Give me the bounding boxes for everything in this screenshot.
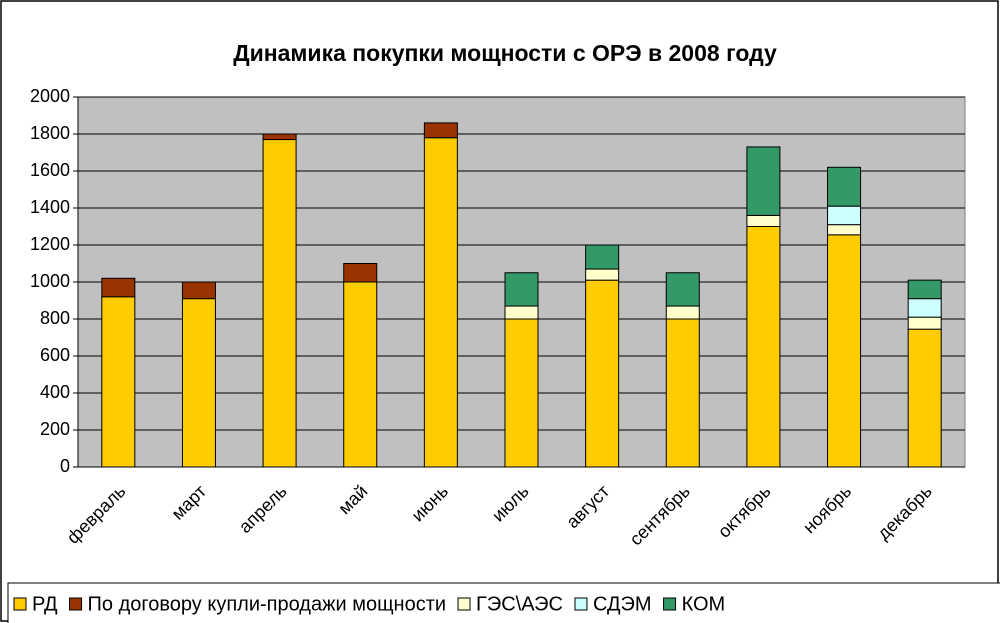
bar-segment	[827, 224, 862, 236]
bar-segment	[423, 137, 458, 468]
y-tick-label: 400	[40, 382, 70, 402]
bar-segment	[665, 318, 700, 468]
y-tick-label: 1800	[30, 123, 70, 143]
y-tick-label: 1000	[30, 271, 70, 291]
bar-segment	[907, 298, 942, 318]
bar-segment	[181, 298, 216, 468]
chart-title: Динамика покупки мощности с ОРЭ в 2008 г…	[233, 40, 777, 66]
bar-segment	[423, 122, 458, 139]
bar-segment	[746, 226, 781, 468]
y-tick-label: 2000	[30, 86, 70, 106]
legend-swatch	[457, 597, 471, 611]
bar-segment	[181, 281, 216, 300]
bar-segment	[504, 305, 539, 320]
y-tick-label: 1600	[30, 160, 70, 180]
y-tick-label: 1400	[30, 197, 70, 217]
legend-label: По договору купли-продажи мощности	[88, 593, 446, 615]
y-tick-label: 800	[40, 308, 70, 328]
bar-segment	[262, 139, 297, 468]
legend-label: РД	[32, 593, 58, 615]
bar-segment	[827, 205, 862, 226]
bar-segment	[746, 214, 781, 227]
bar-segment	[585, 244, 620, 270]
bar-segment	[827, 234, 862, 468]
bar-segment	[665, 272, 700, 307]
legend-swatch	[663, 597, 677, 611]
bar-segment	[907, 316, 942, 330]
legend-label: КОМ	[682, 593, 726, 615]
bar-segment	[101, 296, 136, 468]
y-tick-label: 1200	[30, 234, 70, 254]
bar-segment	[827, 166, 862, 207]
bar-segment	[907, 328, 942, 468]
bar-segment	[665, 305, 700, 320]
legend-label: СДЭМ	[593, 593, 652, 615]
y-tick-label: 600	[40, 345, 70, 365]
legend-box	[7, 582, 1000, 623]
legend-label: ГЭС\АЭС	[476, 593, 563, 615]
bar-segment	[585, 279, 620, 468]
bar-segment	[504, 318, 539, 468]
legend-swatch	[69, 597, 83, 611]
bar-segment	[101, 277, 136, 298]
bar-segment	[504, 272, 539, 307]
legend-swatch	[13, 597, 27, 611]
bar-segment	[746, 146, 781, 216]
bar-segment	[343, 263, 378, 283]
y-tick-label: 0	[60, 456, 70, 476]
y-tick-label: 200	[40, 419, 70, 439]
bar-segment	[262, 133, 297, 141]
bar-segment	[343, 281, 378, 468]
bar-segment	[907, 279, 942, 300]
legend-swatch	[574, 597, 588, 611]
bar-segment	[585, 268, 620, 281]
